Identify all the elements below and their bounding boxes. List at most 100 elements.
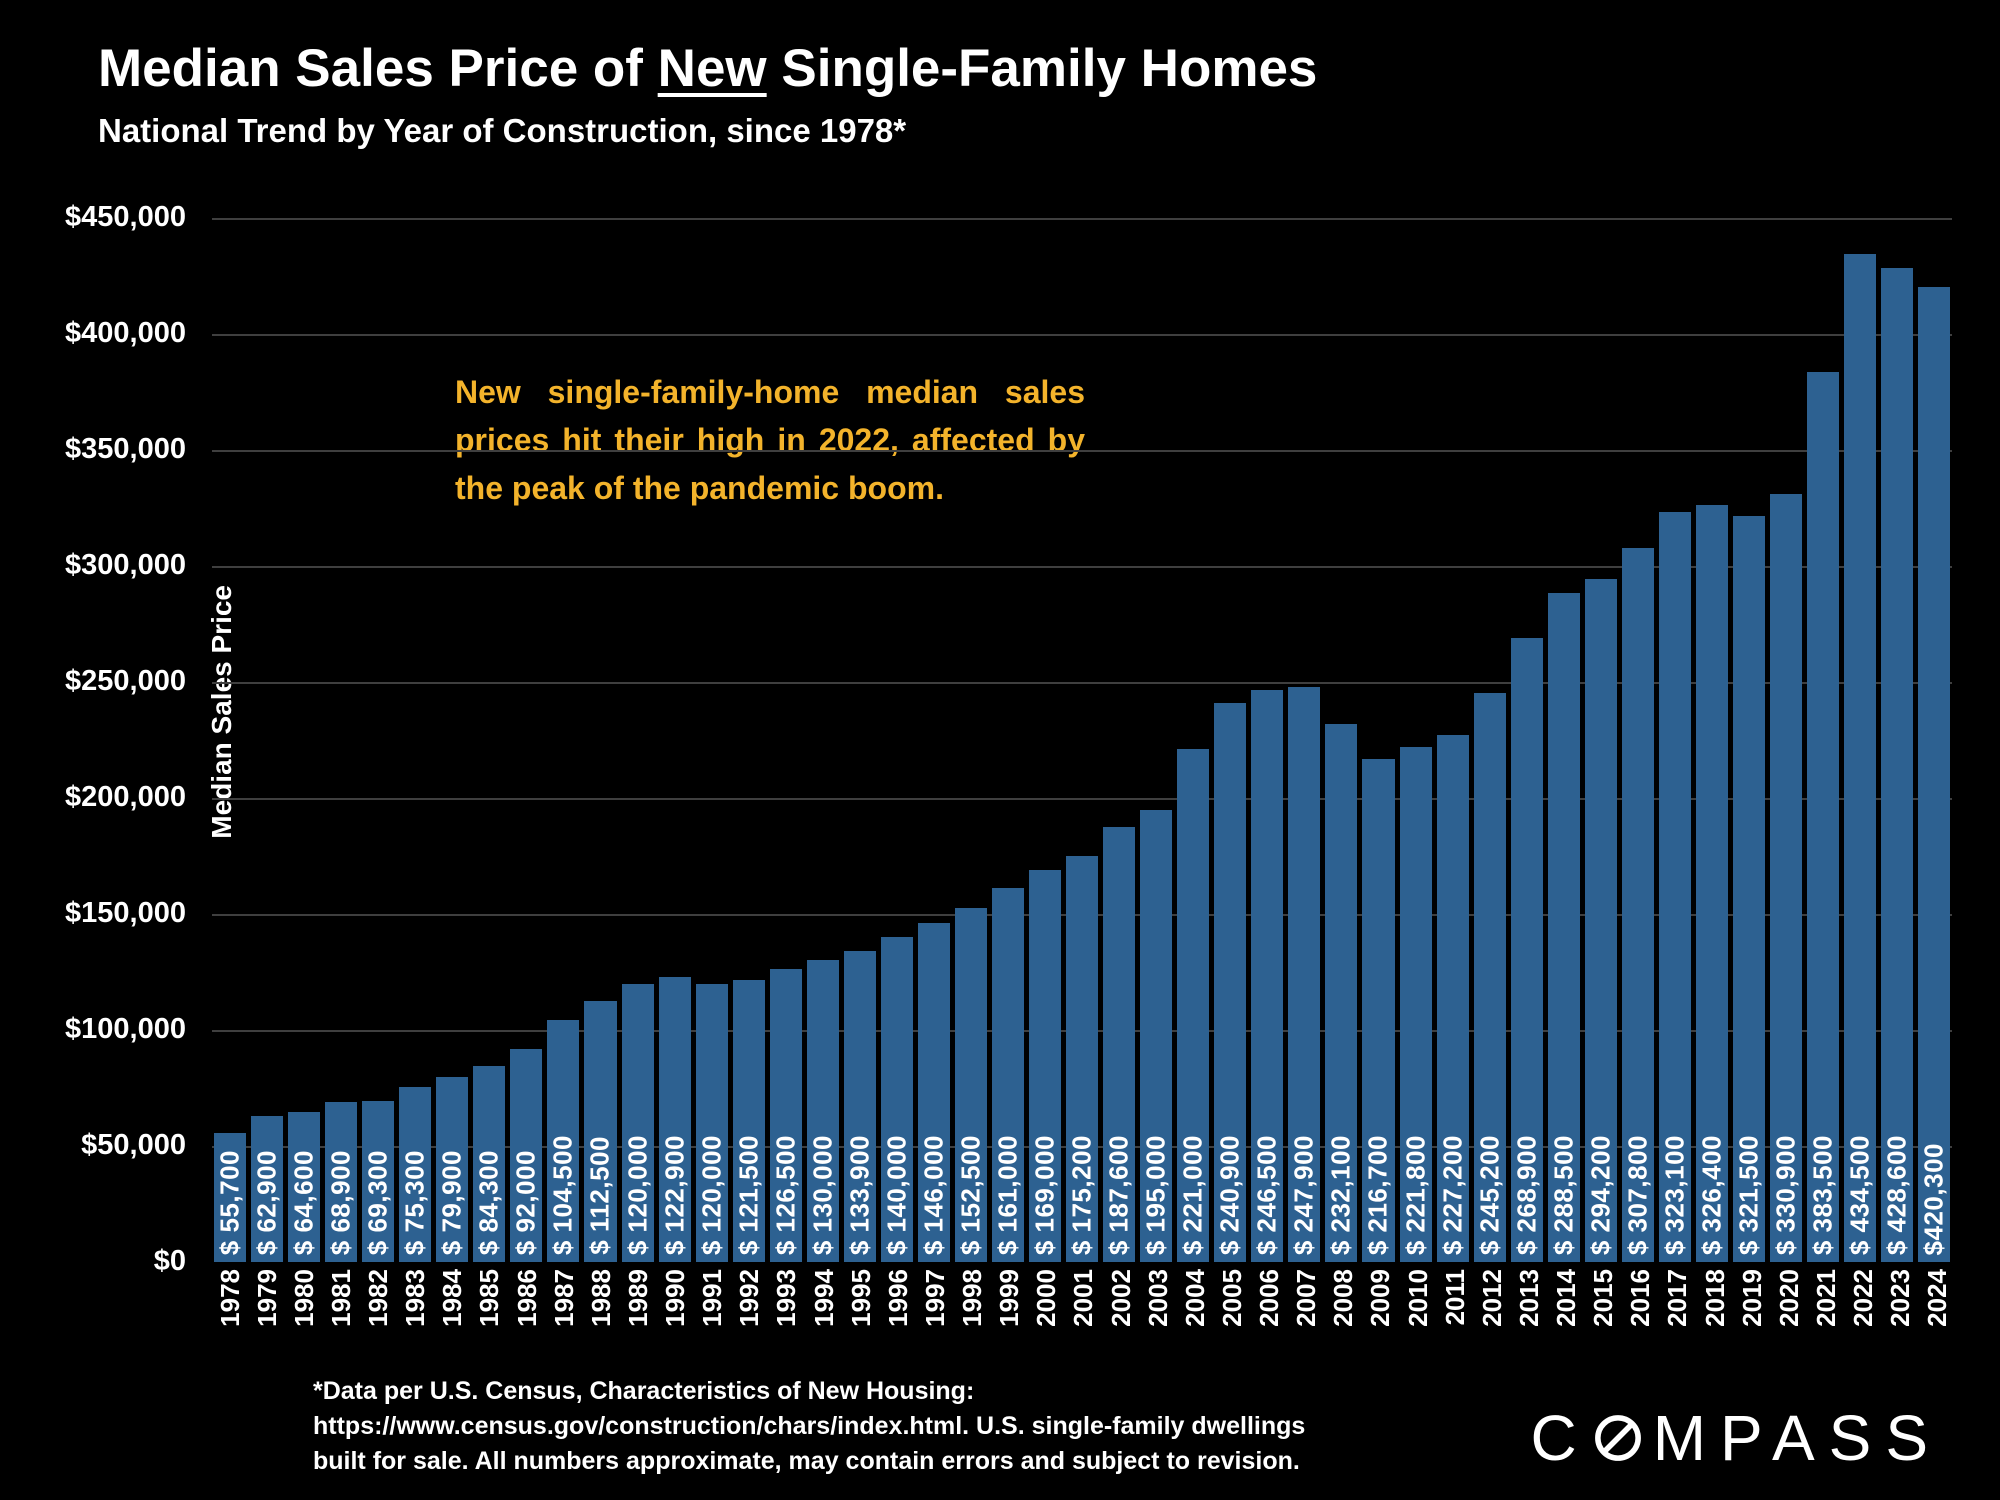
- bar-value-label: $ 268,900: [1511, 1134, 1542, 1255]
- x-tick: 2017: [1662, 1269, 1694, 1341]
- bar-value-label: $ 221,000: [1177, 1134, 1208, 1255]
- year-label: 1997: [919, 1269, 950, 1327]
- year-label: 2015: [1588, 1269, 1619, 1327]
- plot-area: $ 55,700 $ 62,900 $ 64,600 $ 68,900 $ 69,300…: [212, 218, 1952, 1262]
- footnote: *Data per U.S. Census, Characteristics o…: [313, 1374, 1305, 1479]
- x-tick: 1983: [400, 1269, 432, 1341]
- bar-2013: [1510, 638, 1543, 1262]
- bar-value-label: $ 245,200: [1474, 1134, 1505, 1255]
- x-tick: 2001: [1068, 1269, 1100, 1341]
- bar-1979: [251, 1116, 284, 1262]
- x-tick: 2019: [1736, 1269, 1768, 1341]
- x-tick: 2018: [1699, 1269, 1731, 1341]
- year-label: 1996: [882, 1269, 913, 1327]
- bar-value-label: $ 75,300: [399, 1149, 430, 1255]
- page-subtitle: National Trend by Year of Construction, …: [98, 112, 907, 149]
- bar-value-label: $ 122,900: [659, 1134, 690, 1255]
- year-label: 2010: [1402, 1269, 1433, 1327]
- x-tick: 1978: [214, 1269, 246, 1341]
- x-tick: 2013: [1513, 1269, 1545, 1341]
- footnote-line: built for sale. All numbers approximate,…: [313, 1447, 1300, 1475]
- title-prefix: Median Sales Price of: [98, 39, 658, 98]
- bar-value-label: $ 120,000: [696, 1134, 727, 1255]
- bar-1987: [547, 1019, 580, 1262]
- bar-column: $ 69,300: [362, 218, 395, 1262]
- x-tick: 2012: [1476, 1269, 1508, 1341]
- compass-logo: C MPASS: [1530, 1406, 1942, 1470]
- bar-value-label: $ 221,800: [1400, 1134, 1431, 1255]
- bar-column: $ 383,500: [1807, 218, 1840, 1262]
- bar-value-label: $ 288,500: [1548, 1134, 1579, 1255]
- year-label: 2007: [1291, 1269, 1322, 1327]
- year-label: 2018: [1699, 1269, 1730, 1327]
- bar-column: $ 294,200: [1584, 218, 1617, 1262]
- year-label: 2013: [1513, 1269, 1544, 1327]
- year-label: 1989: [622, 1269, 653, 1327]
- bar-value-label: $ 130,000: [807, 1134, 838, 1255]
- year-label: 1993: [771, 1269, 802, 1327]
- bar-column: $ 245,200: [1473, 218, 1506, 1262]
- x-tick: 1979: [251, 1269, 283, 1341]
- x-tick: 1996: [882, 1269, 914, 1341]
- bar-value-label: $ 307,800: [1622, 1134, 1653, 1255]
- bar-2019: [1732, 516, 1765, 1262]
- title-underlined-word: New: [657, 39, 767, 98]
- bar-1995: [843, 951, 876, 1262]
- bar-2002: [1103, 826, 1136, 1262]
- y-tick-label: $100,000: [65, 1013, 186, 1045]
- bar-1981: [325, 1102, 358, 1262]
- year-label: 1991: [697, 1269, 728, 1327]
- bar-column: $ 55,700: [214, 218, 247, 1262]
- year-label: 2009: [1365, 1269, 1396, 1327]
- bar-column: $ 428,600: [1881, 218, 1914, 1262]
- bar-column: $ 133,900: [843, 218, 876, 1262]
- bar-1990: [658, 976, 691, 1262]
- x-tick: 1981: [325, 1269, 357, 1341]
- y-tick-label: $50,000: [81, 1128, 186, 1161]
- bar-column: $ 240,900: [1214, 218, 1247, 1262]
- year-label: 1988: [585, 1269, 616, 1327]
- bar-1984: [436, 1076, 469, 1262]
- footnote-line: *Data per U.S. Census, Characteristics o…: [313, 1377, 975, 1405]
- x-tick: 2000: [1031, 1269, 1063, 1341]
- bar-value-label: $420,300: [1918, 1142, 1949, 1255]
- bar-value-label: $ 84,300: [473, 1149, 504, 1255]
- x-tick: 1982: [363, 1269, 395, 1341]
- year-label: 2012: [1476, 1269, 1507, 1327]
- gridline: [212, 798, 1952, 800]
- year-label: 1994: [808, 1269, 839, 1327]
- x-tick: 2002: [1105, 1269, 1137, 1341]
- x-tick: 1991: [697, 1269, 729, 1341]
- bar-column: $ 122,900: [658, 218, 691, 1262]
- bar-1998: [954, 908, 987, 1262]
- bar-column: $ 121,500: [732, 218, 765, 1262]
- bar-value-label: $ 227,200: [1437, 1134, 1468, 1255]
- bar-column: $ 68,900: [325, 218, 358, 1262]
- bar-1999: [991, 888, 1025, 1262]
- bar-2023: [1881, 267, 1914, 1262]
- year-label: 1980: [288, 1269, 319, 1327]
- x-tick: 2022: [1848, 1269, 1880, 1341]
- bar-value-label: $ 112,500: [584, 1136, 615, 1255]
- y-tick-label: $400,000: [65, 316, 186, 349]
- bar-2005: [1214, 703, 1247, 1262]
- bar-1982: [362, 1101, 395, 1262]
- bar-value-label: $ 383,500: [1807, 1134, 1838, 1255]
- year-label: 1979: [251, 1269, 282, 1327]
- bar-value-label: $ 55,700: [214, 1149, 245, 1255]
- bar-column: $ 268,900: [1510, 218, 1543, 1262]
- x-tick: 1994: [808, 1269, 840, 1341]
- x-tick: 1999: [994, 1269, 1026, 1341]
- bar-2009: [1362, 759, 1395, 1262]
- year-label: 2005: [1216, 1269, 1247, 1327]
- year-label: 2011: [1439, 1269, 1470, 1326]
- bar-column: $ 120,000: [695, 218, 728, 1262]
- y-tick-label: $300,000: [65, 548, 186, 581]
- year-label: 2002: [1105, 1269, 1136, 1327]
- bar-value-label: $ 175,200: [1066, 1134, 1097, 1255]
- bar-value-label: $ 434,500: [1844, 1134, 1875, 1255]
- x-tick: 2020: [1773, 1269, 1805, 1341]
- year-label: 2019: [1736, 1269, 1767, 1327]
- gridline: [212, 218, 1952, 220]
